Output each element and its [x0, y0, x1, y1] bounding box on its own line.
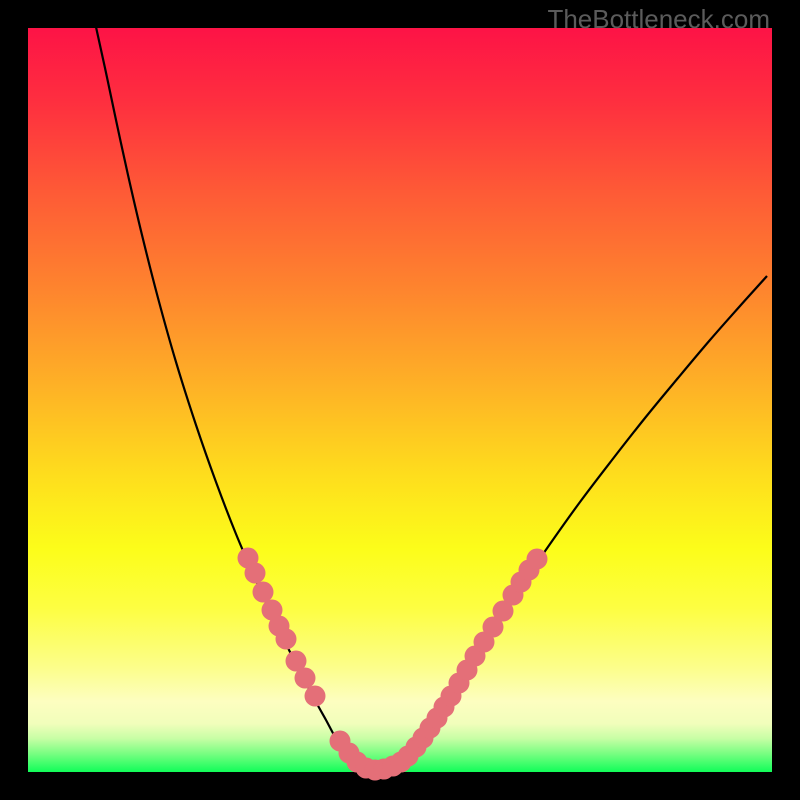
watermark-text: TheBottleneck.com [547, 4, 770, 35]
marker-dot [276, 629, 297, 650]
bottleneck-curve [96, 27, 767, 771]
marker-dot [245, 563, 266, 584]
data-markers [238, 548, 548, 781]
chart-container: TheBottleneck.com [0, 0, 800, 800]
marker-dot [295, 668, 316, 689]
bottleneck-curve-layer [0, 0, 800, 800]
marker-dot [253, 582, 274, 603]
marker-dot [527, 549, 548, 570]
marker-dot [305, 686, 326, 707]
